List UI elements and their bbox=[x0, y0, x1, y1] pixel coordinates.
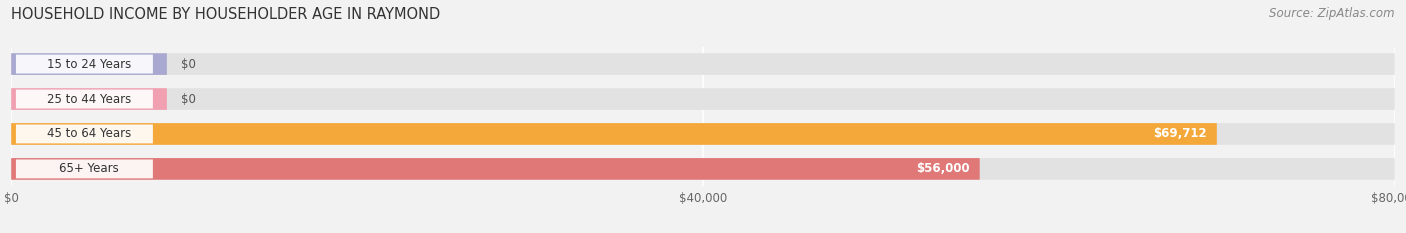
Text: 25 to 44 Years: 25 to 44 Years bbox=[46, 93, 131, 106]
Text: $0: $0 bbox=[181, 93, 195, 106]
Text: Source: ZipAtlas.com: Source: ZipAtlas.com bbox=[1270, 7, 1395, 20]
Text: HOUSEHOLD INCOME BY HOUSEHOLDER AGE IN RAYMOND: HOUSEHOLD INCOME BY HOUSEHOLDER AGE IN R… bbox=[11, 7, 440, 22]
FancyBboxPatch shape bbox=[11, 158, 980, 180]
FancyBboxPatch shape bbox=[11, 123, 1216, 145]
Text: $56,000: $56,000 bbox=[915, 162, 969, 175]
FancyBboxPatch shape bbox=[15, 160, 153, 178]
FancyBboxPatch shape bbox=[15, 90, 153, 109]
FancyBboxPatch shape bbox=[15, 124, 153, 144]
FancyBboxPatch shape bbox=[11, 53, 1395, 75]
Text: $69,712: $69,712 bbox=[1153, 127, 1206, 140]
FancyBboxPatch shape bbox=[11, 158, 1395, 180]
Text: 15 to 24 Years: 15 to 24 Years bbox=[46, 58, 131, 71]
FancyBboxPatch shape bbox=[11, 53, 167, 75]
FancyBboxPatch shape bbox=[15, 55, 153, 74]
Text: $0: $0 bbox=[181, 58, 195, 71]
Text: 65+ Years: 65+ Years bbox=[59, 162, 120, 175]
FancyBboxPatch shape bbox=[11, 88, 1395, 110]
FancyBboxPatch shape bbox=[11, 123, 1395, 145]
Text: 45 to 64 Years: 45 to 64 Years bbox=[46, 127, 131, 140]
FancyBboxPatch shape bbox=[11, 88, 167, 110]
